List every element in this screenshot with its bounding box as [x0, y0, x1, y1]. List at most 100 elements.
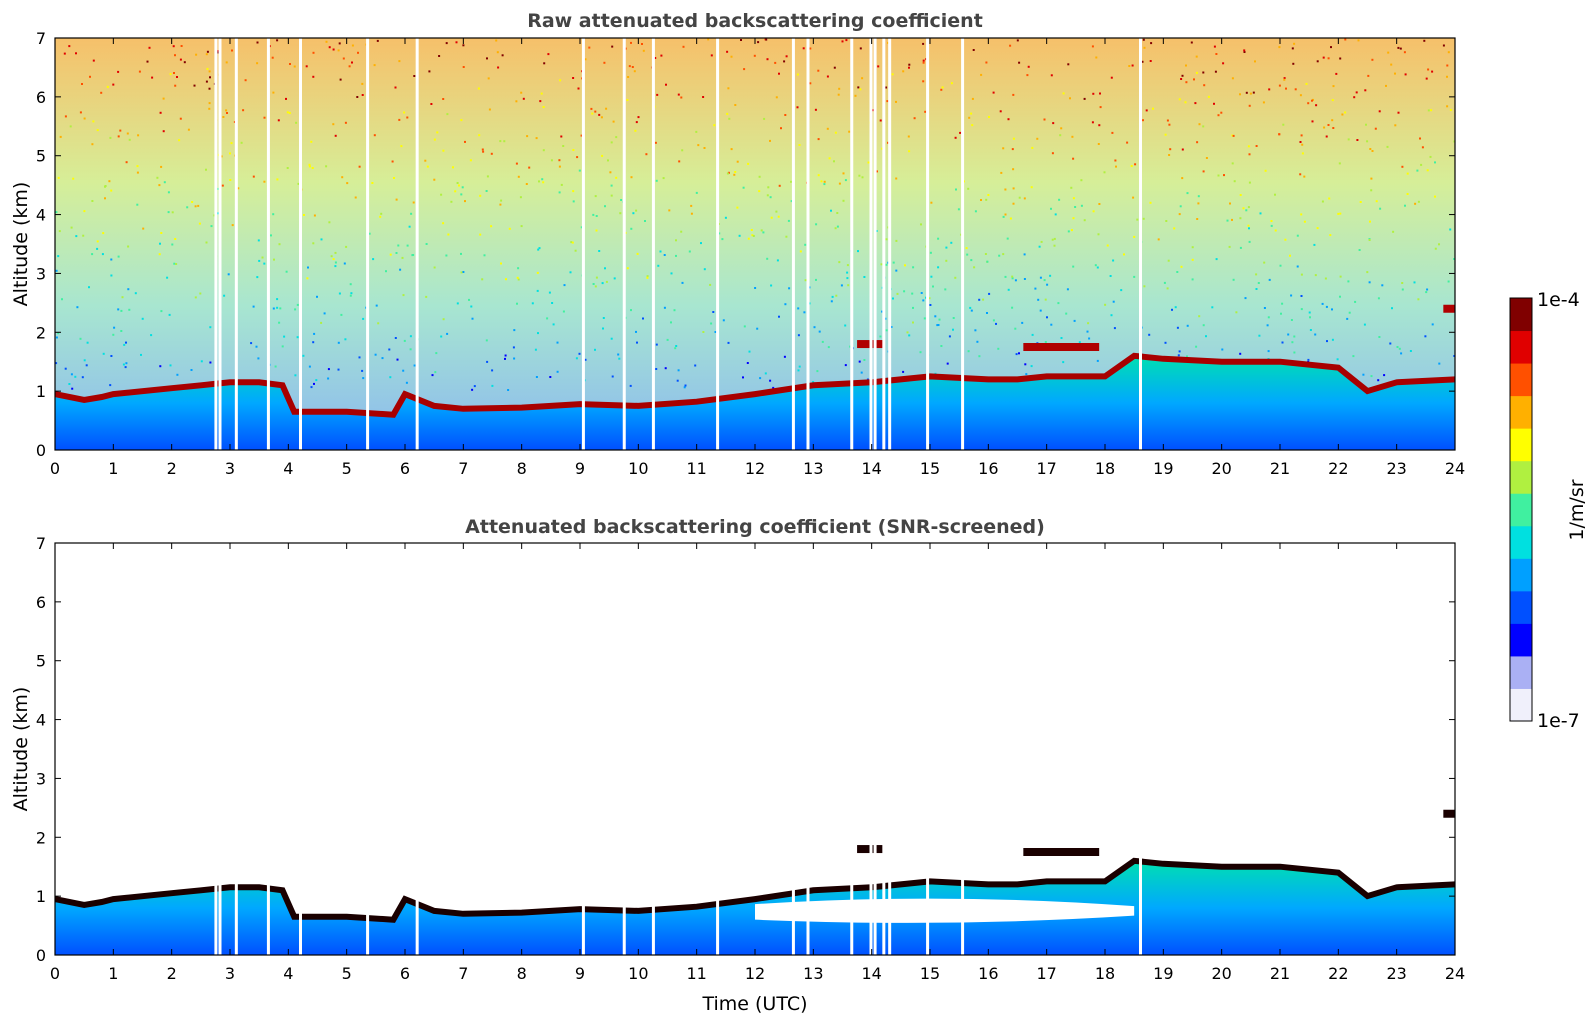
- y-axis-label-snr: Altitude (km): [10, 687, 32, 812]
- x-tick-label: 4: [283, 964, 293, 983]
- colorbar-frame: [1509, 297, 1533, 722]
- y-tick-label: 1: [36, 887, 46, 906]
- elevated-layer: [1443, 809, 1455, 818]
- x-axis-label: Time (UTC): [701, 993, 807, 1015]
- chart-title-raw: Raw attenuated backscattering coefficien…: [527, 10, 983, 32]
- x-tick-label: 19: [1153, 459, 1173, 478]
- colorbar-cell: [1510, 330, 1532, 364]
- y-tick-label: 2: [36, 828, 46, 847]
- missing-data-column: [869, 543, 873, 955]
- x-tick-label: 24: [1445, 459, 1465, 478]
- missing-data-column: [716, 543, 720, 955]
- x-tick-label: 0: [50, 459, 60, 478]
- colorbar-cell: [1510, 525, 1532, 559]
- missing-data-column: [926, 38, 930, 450]
- missing-data-column: [218, 543, 222, 955]
- x-tick-label: 14: [861, 459, 881, 478]
- missing-data-column: [791, 543, 795, 955]
- y-axis-label-raw: Altitude (km): [10, 182, 32, 307]
- missing-data-column: [415, 543, 419, 955]
- missing-data-column: [299, 38, 302, 450]
- missing-data-column: [716, 38, 720, 450]
- x-tick-label: 2: [167, 964, 177, 983]
- elevated-layer: [1023, 343, 1100, 351]
- colorbar: 1e-4 1e-7 1/m/sr: [1509, 289, 1588, 732]
- x-tick-label: 8: [517, 459, 527, 478]
- missing-data-column: [581, 38, 585, 450]
- missing-data-column: [1139, 543, 1142, 955]
- y-tick-label: 3: [36, 769, 46, 788]
- missing-data-column: [1139, 38, 1142, 450]
- x-tick-label: 10: [628, 459, 648, 478]
- missing-data-column: [806, 543, 810, 955]
- colorbar-cell: [1510, 655, 1532, 689]
- missing-data-column: [850, 543, 854, 955]
- x-tick-label: 11: [686, 964, 706, 983]
- x-tick-label: 22: [1328, 459, 1348, 478]
- x-tick-label: 16: [978, 964, 998, 983]
- missing-data-column: [926, 543, 930, 955]
- x-tick-label: 24: [1445, 964, 1465, 983]
- y-tick-label: 6: [36, 88, 46, 107]
- x-tick-label: 15: [920, 964, 940, 983]
- missing-data-column: [299, 543, 302, 955]
- screened-gap-region: [755, 898, 1135, 923]
- colorbar-cell: [1510, 298, 1532, 332]
- panel-raw: Raw attenuated backscattering coefficien…: [10, 10, 1465, 478]
- y-tick-label: 6: [36, 593, 46, 612]
- missing-data-column: [622, 38, 626, 450]
- x-tick-label: 20: [1211, 459, 1231, 478]
- x-tick-label: 21: [1270, 964, 1290, 983]
- x-tick-label: 4: [283, 459, 293, 478]
- missing-data-column: [882, 543, 886, 955]
- missing-data-column: [622, 543, 626, 955]
- x-tick-label: 10: [628, 964, 648, 983]
- missing-data-column: [266, 543, 270, 955]
- missing-data-column: [214, 543, 218, 955]
- y-tick-label: 5: [36, 147, 46, 166]
- missing-data-column: [266, 38, 270, 450]
- missing-data-column: [961, 543, 965, 955]
- colorbar-scale: [1510, 298, 1532, 722]
- axes-raw: 0 1 2 3 4 5 6 7 8 9 10 11 12 13 14 15 16 17 18 19 20 21 22 23 24…: [36, 29, 1465, 478]
- x-tick-label: 9: [575, 964, 585, 983]
- colorbar-unit-label: 1/m/sr: [1566, 479, 1588, 540]
- colorbar-cell: [1510, 363, 1532, 397]
- y-tick-label: 7: [36, 534, 46, 553]
- x-tick-label: 7: [458, 459, 468, 478]
- missing-data-column: [961, 38, 965, 450]
- x-tick-label: 15: [920, 459, 940, 478]
- missing-data-column: [873, 543, 877, 955]
- x-tick-label: 0: [50, 964, 60, 983]
- x-tick-label: 18: [1095, 964, 1115, 983]
- panel-snr-screened: Attenuated backscattering coefficient (S…: [10, 516, 1465, 1015]
- x-tick-label: 5: [342, 964, 352, 983]
- missing-data-column: [218, 38, 222, 450]
- missing-data-column: [651, 543, 655, 955]
- axes-snr: 0 1 2 3 4 5 6 7 8 9 10 11 12 13 14 15 16 17 18 19 20 21 22 23 24…: [36, 534, 1465, 983]
- colorbar-cell: [1510, 590, 1532, 624]
- x-tick-label: 1: [108, 459, 118, 478]
- colorbar-cell: [1510, 493, 1532, 527]
- x-tick-label: 12: [745, 964, 765, 983]
- x-tick-label: 9: [575, 459, 585, 478]
- x-tick-label: 22: [1328, 964, 1348, 983]
- x-tick-label: 17: [1036, 459, 1056, 478]
- y-tick-label: 0: [36, 441, 46, 460]
- x-tick-label: 6: [400, 964, 410, 983]
- x-tick-label: 8: [517, 964, 527, 983]
- x-tick-label: 11: [686, 459, 706, 478]
- colorbar-max-label: 1e-4: [1537, 289, 1580, 311]
- y-tick-label: 5: [36, 652, 46, 671]
- missing-data-columns-screened: [214, 543, 1142, 955]
- colorbar-cell: [1510, 460, 1532, 494]
- missing-data-column: [888, 543, 892, 955]
- missing-data-column: [791, 38, 795, 450]
- colorbar-cell: [1510, 395, 1532, 429]
- missing-data-column: [806, 38, 810, 450]
- missing-data-column: [234, 543, 238, 955]
- missing-data-column: [850, 38, 854, 450]
- x-tick-label: 14: [861, 964, 881, 983]
- colorbar-min-label: 1e-7: [1537, 710, 1580, 732]
